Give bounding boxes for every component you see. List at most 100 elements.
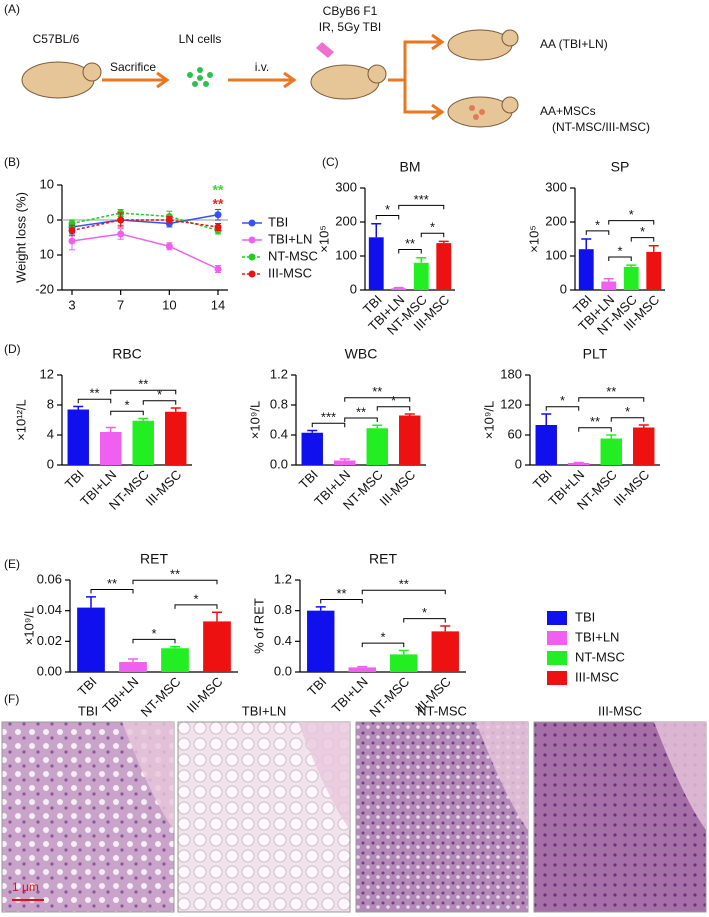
x-tick-label: TBI — [530, 467, 555, 492]
y-tick-label: 0.4 — [274, 633, 292, 648]
mouse-head — [82, 62, 102, 82]
significance-label: * — [422, 605, 427, 620]
significance-bracket — [344, 417, 378, 423]
y-tick-label: 0.0 — [270, 456, 288, 471]
y-tick-label: 10 — [40, 246, 54, 261]
y-axis-label: ×10⁵ — [316, 225, 331, 252]
significance-label: * — [560, 393, 565, 408]
legend-marker — [248, 253, 256, 261]
error-bar — [440, 625, 451, 632]
x-tick-label: TBI — [62, 467, 87, 492]
significance-bracket — [90, 589, 134, 594]
label: CByB6 F1 — [323, 4, 378, 18]
mouse-head — [501, 29, 519, 47]
significance-label: * — [385, 202, 390, 217]
panel-label: (A) — [4, 2, 20, 16]
bar — [623, 266, 639, 290]
error-bar — [170, 645, 180, 649]
legend-label: TBI+LN — [575, 629, 619, 644]
significance-bracket — [578, 427, 612, 432]
significance-label: * — [157, 387, 162, 402]
arrow — [228, 71, 297, 89]
y-tick-label: 200 — [545, 213, 567, 228]
significance-label: * — [617, 243, 622, 258]
marker — [214, 265, 222, 273]
significance-label: ** — [138, 377, 148, 392]
error-bar — [541, 413, 552, 425]
y-tick-label: 0.4 — [270, 426, 288, 441]
legend-marker — [248, 219, 256, 227]
irradiator — [316, 42, 334, 58]
y-tick-label: 120 — [500, 396, 522, 411]
mouse-head — [367, 64, 387, 84]
y-tick-label: 1.2 — [274, 571, 292, 586]
significance-label: *** — [321, 410, 336, 425]
y-tick-label: 0 — [515, 456, 522, 471]
y-axis-label: ×10⁹/L — [21, 607, 36, 645]
significance-label: * — [625, 404, 630, 419]
error-bar — [638, 424, 649, 428]
error-bar — [73, 405, 84, 410]
error-bar — [581, 238, 592, 250]
label: LN cells — [179, 32, 222, 46]
x-tick-label: III-MSC — [611, 467, 653, 509]
x-tick-label: NT-MSC — [366, 674, 412, 720]
significance-bracket — [608, 256, 632, 262]
y-tick-label: 0 — [47, 211, 54, 226]
tissue-edge — [298, 722, 350, 830]
significance-bracket — [77, 398, 112, 404]
image-label: TBI — [78, 703, 98, 718]
bar — [413, 262, 429, 290]
panel-label: (F) — [4, 692, 19, 706]
significance-bracket — [132, 579, 218, 585]
x-tick-label: 10 — [162, 297, 176, 312]
series-line — [71, 214, 219, 228]
error-bar — [307, 429, 318, 433]
error-bar — [626, 264, 637, 267]
label: AA (TBI+LN) — [540, 37, 608, 51]
significance-bracket — [174, 604, 218, 609]
x-tick-label: TBI — [296, 467, 321, 492]
significance-bracket — [398, 249, 422, 254]
marker — [214, 223, 222, 231]
significance-bracket — [110, 389, 177, 395]
mouse — [21, 61, 95, 99]
marker — [68, 227, 76, 234]
significance-label: * — [124, 398, 129, 413]
significance-label: ** — [107, 576, 117, 591]
bar — [646, 251, 662, 290]
chart-title: PLT — [583, 346, 608, 362]
y-tick-label: 12 — [40, 366, 54, 381]
bar — [77, 607, 105, 672]
x-tick-label: TBI — [75, 674, 100, 699]
y-axis-label: Weight loss (%) — [13, 192, 28, 283]
chart-title: WBC — [345, 346, 378, 362]
y-tick-label: 0.8 — [270, 396, 288, 411]
y-tick-label: 0 — [47, 456, 54, 471]
bar — [633, 427, 655, 465]
bar — [334, 460, 356, 465]
marker — [165, 216, 173, 224]
significance-bracket — [608, 220, 655, 225]
y-tick-label: 0 — [560, 281, 567, 296]
y-tick-label: 180 — [500, 366, 522, 381]
marker — [165, 242, 173, 250]
y-axis-label: ×10¹²/L — [13, 399, 28, 441]
bar — [399, 415, 421, 465]
y-tick-label: 0.02 — [37, 633, 62, 648]
y-tick-label: 60 — [508, 426, 522, 441]
bar — [390, 654, 418, 672]
x-tick-label: III-MSC — [377, 467, 419, 509]
significance-label: * — [629, 207, 634, 222]
significance-label: ** — [590, 414, 600, 429]
panel-label: (C) — [322, 155, 339, 169]
msc — [469, 105, 485, 120]
significance-label: ** — [405, 236, 415, 251]
tissue-edge — [476, 722, 528, 830]
error-bar — [128, 658, 138, 663]
error-bar — [170, 407, 181, 412]
label: (NT-MSC/III-MSC) — [552, 120, 650, 134]
error-bar — [339, 458, 350, 461]
significance-bracket — [578, 397, 645, 402]
